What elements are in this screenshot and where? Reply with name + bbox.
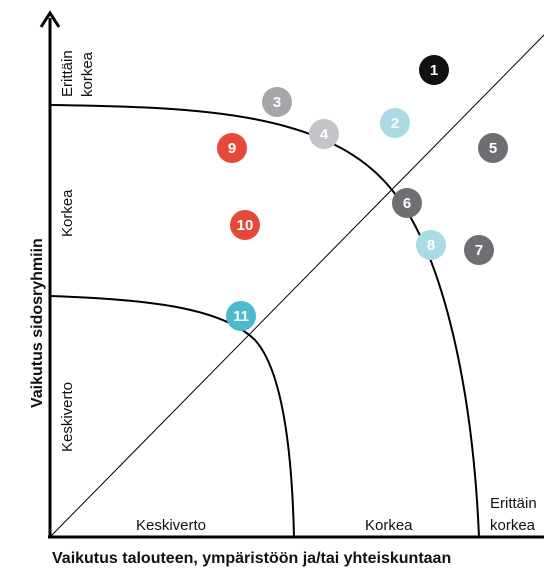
marker-number: 5 (489, 140, 497, 157)
marker-number: 7 (475, 242, 483, 259)
marker-circle (419, 55, 449, 85)
marker-circle (230, 210, 260, 240)
marker-circle (478, 133, 508, 163)
y-axis-title: Vaikutus sidosryhmiin (29, 238, 46, 408)
marker-number: 8 (427, 237, 435, 254)
x-label-very-high-line2: korkea (490, 517, 536, 534)
marker-circle (392, 188, 422, 218)
marker-11: 11 (226, 301, 256, 331)
marker-3: 3 (262, 87, 292, 117)
marker-number: 11 (233, 308, 249, 325)
marker-9: 9 (217, 133, 247, 163)
marker-number: 1 (430, 62, 438, 79)
marker-circle (309, 119, 339, 149)
marker-number: 4 (320, 126, 329, 143)
marker-number: 2 (391, 115, 399, 132)
marker-10: 10 (230, 210, 260, 240)
marker-number: 10 (237, 217, 254, 234)
marker-circle (416, 230, 446, 260)
marker-number: 6 (403, 195, 411, 212)
y-label-high: Korkea (59, 189, 76, 237)
marker-circle (464, 235, 494, 265)
marker-number: 9 (228, 140, 236, 157)
very-high-threshold-curve (49, 104, 480, 538)
y-label-very-high-line2: korkea (79, 51, 96, 97)
diagonal-line (49, 34, 544, 538)
marker-circle (262, 87, 292, 117)
marker-6: 6 (392, 188, 422, 218)
marker-5: 5 (478, 133, 508, 163)
marker-8: 8 (416, 230, 446, 260)
y-label-very-high-line1: Erittäin (59, 50, 76, 97)
x-label-very-high-line1: Erittäin (490, 495, 537, 512)
marker-1: 1 (419, 55, 449, 85)
y-axis-arrow (39, 10, 61, 28)
marker-circle (226, 301, 256, 331)
marker-circle (217, 133, 247, 163)
high-threshold-curve (49, 295, 295, 538)
marker-number: 3 (273, 94, 281, 111)
marker-2: 2 (380, 108, 410, 138)
marker-4: 4 (309, 119, 339, 149)
y-label-average: Keskiverto (59, 382, 76, 452)
marker-circle (380, 108, 410, 138)
x-label-high: Korkea (365, 517, 413, 534)
x-axis-title: Vaikutus talouteen, ympäristöön ja/tai y… (52, 550, 451, 567)
marker-7: 7 (464, 235, 494, 265)
x-label-average: Keskiverto (136, 517, 206, 534)
